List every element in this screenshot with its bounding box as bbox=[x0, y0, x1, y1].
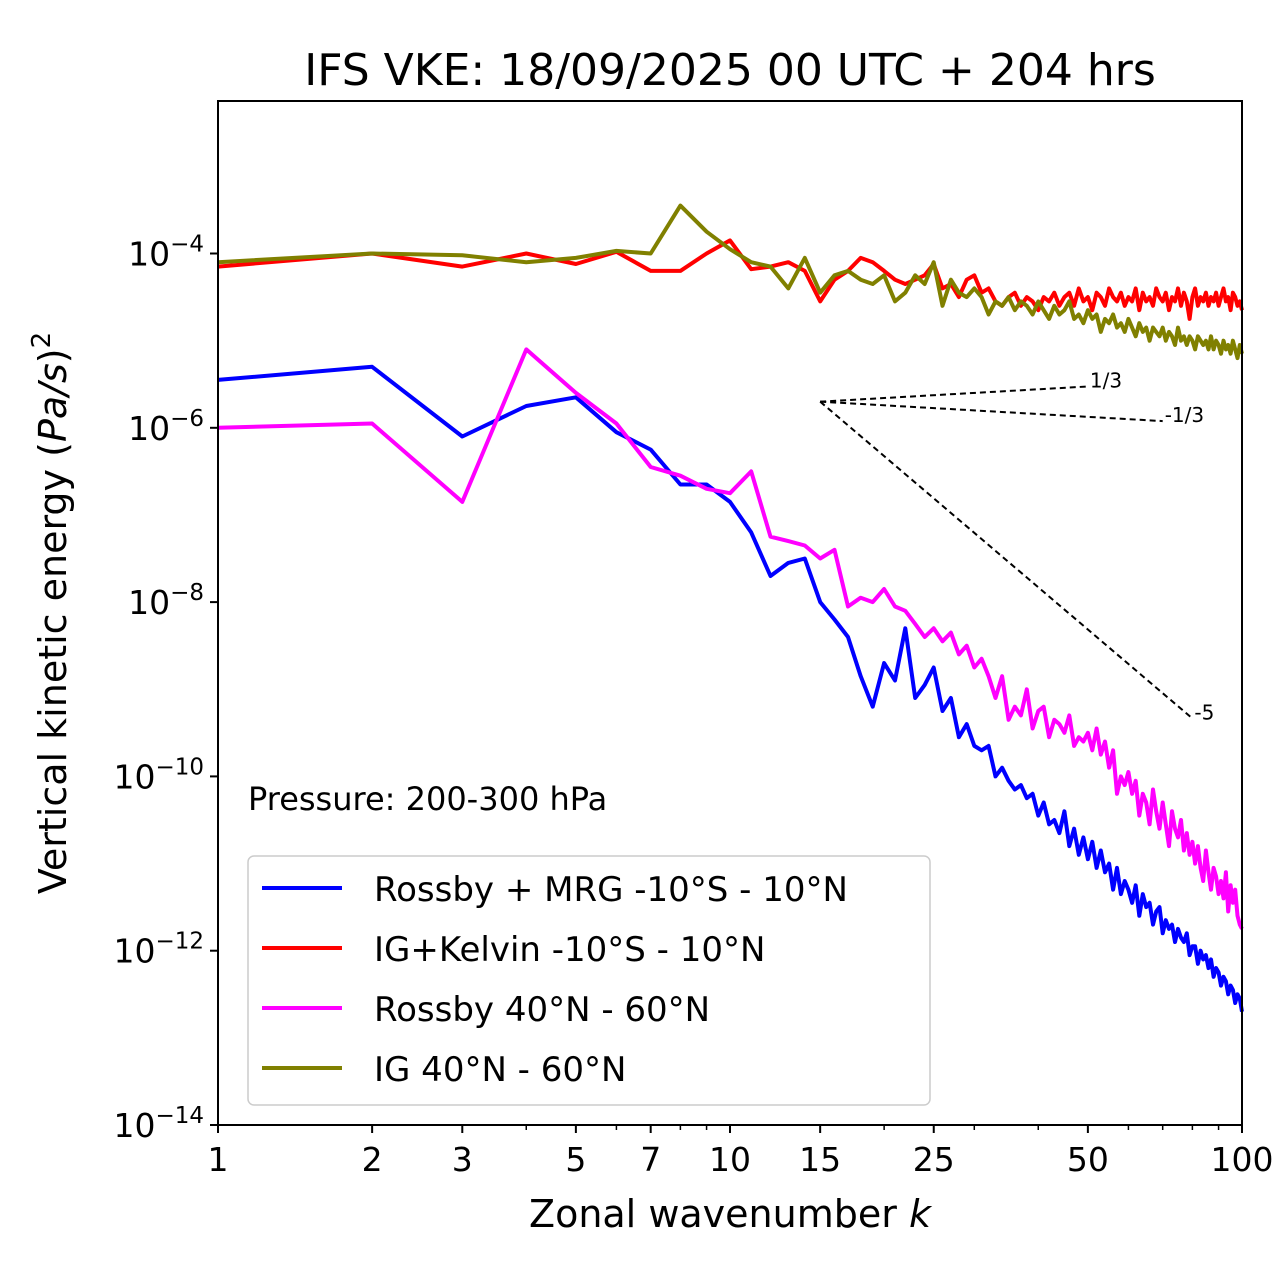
legend-label-3: IG 40°N - 60°N bbox=[374, 1050, 626, 1090]
x-tick-label-2: 3 bbox=[452, 1140, 473, 1179]
y-tick-base-5: 10 bbox=[128, 235, 170, 274]
x-axis-label-text: Zonal wavenumber bbox=[529, 1192, 897, 1236]
series-line-3 bbox=[217, 203, 1244, 361]
reference-slope-line-0 bbox=[820, 385, 1088, 403]
plot-frame bbox=[217, 100, 1243, 1126]
x-tick-label-3: 5 bbox=[565, 1140, 586, 1179]
y-tick-exponent-2: −10 bbox=[155, 754, 204, 780]
chart-title: IFS VKE: 18/09/2025 00 UTC + 204 hrs bbox=[304, 45, 1156, 96]
legend-label-0: Rossby + MRG -10°S - 10°N bbox=[374, 870, 848, 910]
y-tick-label-5: 10−4 bbox=[128, 232, 204, 274]
x-tick-label-8: 50 bbox=[1067, 1140, 1109, 1179]
y-axis-label-var: Pa/s bbox=[31, 363, 75, 442]
series-layer bbox=[217, 203, 1244, 1013]
series-line-2 bbox=[217, 347, 1244, 930]
y-tick-exponent-1: −12 bbox=[155, 929, 204, 955]
y-tick-label-3: 10−8 bbox=[128, 580, 204, 622]
y-tick-base-0: 10 bbox=[113, 1106, 155, 1145]
series-line-0 bbox=[217, 364, 1244, 1013]
x-tick-label-5: 10 bbox=[709, 1140, 751, 1179]
y-tick-exponent-5: −4 bbox=[170, 232, 204, 258]
y-tick-label-4: 10−6 bbox=[128, 406, 204, 448]
legend-label-1: IG+Kelvin -10°S - 10°N bbox=[374, 930, 765, 970]
y-tick-exponent-0: −14 bbox=[155, 1103, 204, 1129]
x-tick-label-9: 100 bbox=[1211, 1140, 1274, 1179]
reference-slopes: 1/3 -1/3 -5 bbox=[819, 368, 1214, 724]
x-tick-label-1: 2 bbox=[362, 1140, 383, 1179]
x-axis-label-var: k bbox=[909, 1192, 933, 1236]
y-axis-label: Vertical kinetic energy (Pa/s)2 bbox=[27, 332, 75, 894]
x-tick-label-6: 15 bbox=[799, 1140, 841, 1179]
y-tick-base-3: 10 bbox=[128, 583, 170, 622]
reference-slope-label-2: -5 bbox=[1194, 700, 1214, 724]
y-tick-base-4: 10 bbox=[128, 409, 170, 448]
y-tick-exponent-4: −6 bbox=[170, 406, 204, 432]
y-tick-base-2: 10 bbox=[113, 757, 155, 796]
y-axis-label-prefix: Vertical kinetic energy ( bbox=[31, 442, 75, 894]
legend-frame bbox=[247, 855, 931, 1106]
legend: Rossby + MRG -10°S - 10°N IG+Kelvin -10°… bbox=[247, 855, 931, 1106]
pressure-annotation: Pressure: 200-300 hPa bbox=[248, 780, 607, 818]
y-tick-exponent-3: −8 bbox=[170, 580, 204, 606]
y-tick-label-2: 10−10 bbox=[113, 754, 204, 796]
y-tick-label-1: 10−12 bbox=[113, 929, 204, 971]
reference-slope-label-1: -1/3 bbox=[1165, 403, 1204, 427]
reference-slope-line-1 bbox=[820, 400, 1163, 423]
y-tick-label-0: 10−14 bbox=[113, 1103, 204, 1145]
legend-label-2: Rossby 40°N - 60°N bbox=[374, 990, 710, 1030]
x-tick-label-0: 1 bbox=[208, 1140, 229, 1179]
x-axis-label: Zonal wavenumber k bbox=[529, 1192, 933, 1236]
y-tick-base-1: 10 bbox=[113, 932, 155, 971]
y-axis-label-exponent: 2 bbox=[27, 332, 57, 349]
reference-slope-line-2 bbox=[819, 400, 1194, 720]
x-tick-label-7: 25 bbox=[913, 1140, 955, 1179]
y-axis-label-suffix: ) bbox=[31, 348, 75, 363]
reference-slope-label-0: 1/3 bbox=[1090, 368, 1122, 392]
x-ticks: 1 2 3 5 7 10 15 25 50 100 bbox=[208, 1125, 1274, 1179]
series-line-1 bbox=[217, 238, 1244, 321]
x-tick-label-4: 7 bbox=[640, 1140, 661, 1179]
